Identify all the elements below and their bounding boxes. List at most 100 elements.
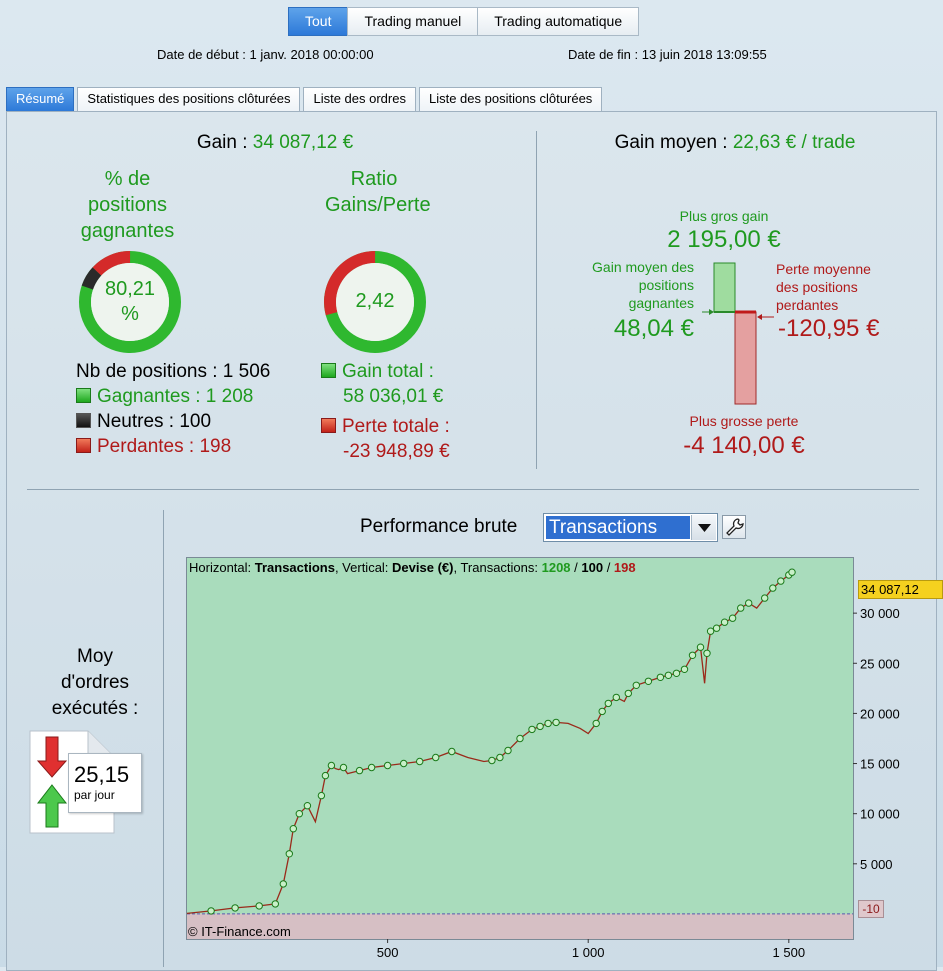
orders-title-line3: exécutés : — [51, 698, 139, 719]
tab-statistiques-positions[interactable]: Statistiques des positions clôturées — [77, 87, 301, 111]
gain-loss-bar-chart — [702, 262, 774, 405]
pct-value-unit: % — [121, 303, 139, 325]
lower-vertical-divider — [163, 510, 164, 967]
equity-point — [448, 747, 456, 756]
equity-point — [295, 810, 304, 818]
tab-resume[interactable]: Résumé — [6, 87, 75, 111]
equity-point — [745, 599, 753, 607]
plus-grosse-perte-label: Plus grosse perte — [689, 413, 799, 429]
equity-point — [496, 753, 504, 762]
equity-point — [207, 907, 215, 915]
chevron-down-icon[interactable] — [691, 515, 716, 540]
gain-moyen-positions-value: 48,04 € — [613, 315, 694, 342]
equity-point — [355, 766, 364, 775]
equity-point — [339, 763, 348, 772]
gain-moyen-heading: Gain moyen : 22,63 € / trade — [560, 132, 910, 154]
perte-moyenne-line2: des positions — [776, 279, 858, 295]
ratio-donut-loss — [324, 251, 426, 353]
pct-value-number: 80,21 — [104, 278, 156, 300]
performance-chart-svg — [187, 558, 853, 939]
perte-moyenne-line1: Perte moyenne — [776, 261, 871, 277]
equity-point — [544, 719, 552, 728]
pct-donut — [79, 251, 181, 353]
orders-title: Moy d'ordres exécutés : — [20, 644, 170, 722]
loss-bar — [734, 311, 757, 405]
chart-header-sep1: / — [570, 560, 582, 575]
equity-point — [317, 791, 326, 800]
wrench-icon[interactable] — [722, 515, 746, 539]
green-square-icon — [76, 388, 91, 403]
equity-point — [321, 771, 330, 780]
plus-gros-gain-value: 2 195,00 € — [667, 226, 781, 253]
orders-value-card: 25,15 par jour — [68, 753, 142, 813]
ratio-title-line2: Gains/Perte — [325, 194, 430, 216]
pct-donut-neutral — [79, 251, 181, 353]
tab-liste-positions[interactable]: Liste des positions clôturées — [418, 87, 603, 111]
gain-moyen-positions-label: Gain moyen des positions gagnantes — [574, 258, 694, 312]
performance-select[interactable]: Transactions — [543, 513, 718, 542]
chart-header-v: , Vertical: — [334, 560, 393, 575]
equity-point — [712, 624, 721, 632]
red-square-icon — [76, 438, 91, 453]
view-tabs: Résumé Statistiques des positions clôtur… — [6, 87, 605, 111]
gain-bar — [713, 262, 736, 313]
neutres-row: Neutres : 100 — [76, 411, 211, 433]
orders-title-line2: d'ordres — [60, 672, 130, 693]
equity-point — [612, 693, 620, 702]
chart-header-h-val: Transactions — [254, 560, 335, 575]
chart-header-t: , Transactions: — [453, 560, 542, 575]
ratio-title-line1: Ratio — [350, 168, 398, 190]
equity-point — [528, 725, 536, 734]
equity-point — [761, 594, 769, 602]
perte-totale-value: -23 948,89 € — [343, 441, 450, 462]
equity-point — [400, 759, 408, 768]
chart-header-sep2: / — [603, 560, 614, 575]
copyright: © IT-Finance.com — [188, 924, 291, 939]
tab-trading-automatique[interactable]: Trading automatique — [477, 7, 640, 36]
up-arrow-icon — [36, 784, 68, 828]
gain-moyen-pos-line1: Gain moyen des — [592, 259, 694, 275]
equity-point — [737, 604, 745, 612]
perdantes-row: Perdantes : 198 — [76, 436, 231, 458]
gain-label: Gain : — [196, 132, 248, 153]
perte-totale-label: Perte totale : — [342, 416, 450, 437]
equity-point — [604, 699, 612, 708]
red-square-icon — [321, 418, 336, 433]
equity-point — [488, 756, 496, 765]
equity-point — [255, 902, 263, 910]
pct-title: % de positions gagnantes — [50, 166, 205, 244]
equity-point — [680, 665, 689, 674]
tab-trading-manuel[interactable]: Trading manuel — [347, 7, 479, 36]
orders-title-line1: Moy — [77, 646, 113, 667]
equity-point — [769, 584, 777, 592]
equity-point — [624, 689, 632, 698]
chart-header-v-val: Devise (€) — [392, 560, 454, 575]
performance-select-value: Transactions — [546, 516, 690, 539]
tab-liste-ordres[interactable]: Liste des ordres — [303, 87, 416, 111]
gain-heading: Gain : 34 087,12 € — [100, 132, 450, 154]
equity-point — [416, 757, 424, 766]
chart-negative-area — [187, 913, 853, 939]
horizontal-divider — [27, 489, 919, 490]
gain-value: 34 087,12 € — [252, 132, 354, 153]
performance-chart: Horizontal: Transactions, Vertical: Devi… — [186, 557, 854, 940]
gagnantes-row: Gagnantes : 1 208 — [76, 386, 253, 408]
equity-point — [696, 643, 705, 651]
tab-tout[interactable]: Tout — [288, 7, 349, 36]
chart-header-h: Horizontal: — [189, 560, 255, 575]
equity-point — [644, 677, 653, 686]
green-square-icon — [321, 363, 336, 378]
equity-point — [285, 850, 294, 858]
vertical-divider — [536, 131, 537, 469]
plus-gros-gain-label: Plus gros gain — [679, 208, 769, 224]
equity-point — [720, 618, 729, 626]
equity-point — [367, 763, 376, 772]
equity-point — [728, 614, 737, 622]
chart-header-neutral: 100 — [581, 560, 604, 575]
equity-point — [271, 900, 280, 908]
equity-point — [703, 649, 711, 658]
equity-point — [552, 718, 560, 727]
end-date: Date de fin : 13 juin 2018 13:09:55 — [568, 47, 767, 62]
avg-gain-arrowhead — [709, 309, 714, 315]
ratio-donut — [324, 251, 426, 353]
